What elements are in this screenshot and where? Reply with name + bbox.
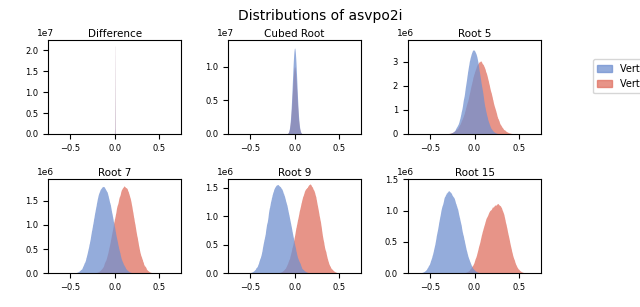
Text: Distributions of asvpo2i: Distributions of asvpo2i bbox=[237, 9, 403, 23]
Legend: Vertical Layer 1, Vertical Layer 16: Vertical Layer 1, Vertical Layer 16 bbox=[593, 59, 640, 93]
Title: Difference: Difference bbox=[88, 29, 142, 39]
Title: Root 7: Root 7 bbox=[98, 168, 131, 178]
Title: Root 9: Root 9 bbox=[278, 168, 311, 178]
Title: Root 5: Root 5 bbox=[458, 29, 491, 39]
Title: Cubed Root: Cubed Root bbox=[264, 29, 324, 39]
Title: Root 15: Root 15 bbox=[454, 168, 495, 178]
